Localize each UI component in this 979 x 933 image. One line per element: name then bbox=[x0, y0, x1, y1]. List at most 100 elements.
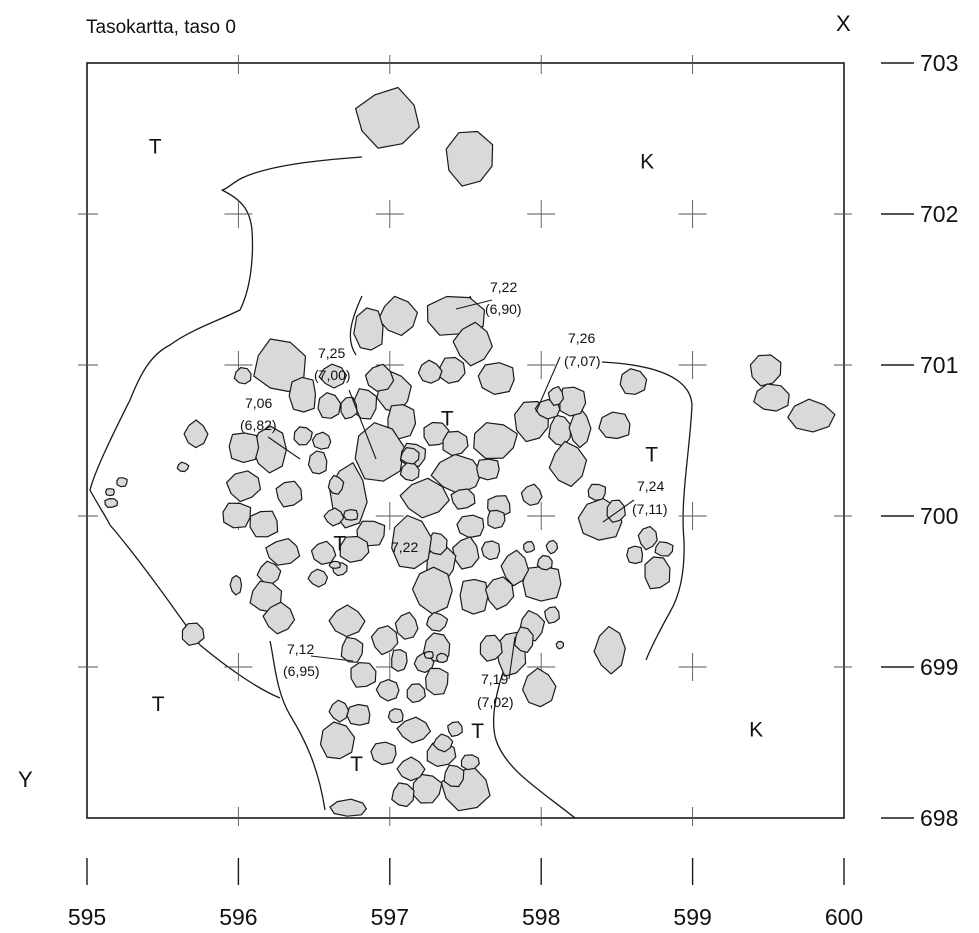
y-tick-label: 702 bbox=[920, 201, 958, 227]
stone bbox=[329, 798, 367, 817]
stone bbox=[426, 611, 449, 632]
stone bbox=[116, 477, 128, 488]
stone bbox=[391, 782, 415, 808]
x-tick-label: 599 bbox=[673, 904, 711, 930]
stone bbox=[346, 703, 371, 726]
stone bbox=[443, 764, 465, 788]
elevation-sub-label: (6,95) bbox=[283, 663, 320, 679]
stone bbox=[318, 363, 347, 389]
elevation-label: 7,12 bbox=[287, 641, 314, 657]
elevation-label: 7,06 bbox=[245, 395, 272, 411]
map-title: Tasokartta, taso 0 bbox=[86, 17, 236, 38]
stone bbox=[343, 509, 359, 521]
feature-boundary-southeast bbox=[493, 657, 576, 819]
elevation-label: 7,26 bbox=[568, 330, 595, 346]
stone bbox=[275, 480, 303, 508]
stone bbox=[423, 421, 450, 446]
stone bbox=[377, 295, 418, 337]
stone bbox=[644, 556, 671, 590]
stone bbox=[319, 721, 356, 760]
zone-label: K bbox=[640, 151, 654, 174]
stone bbox=[417, 359, 443, 384]
stone bbox=[391, 514, 432, 570]
y-tick-label: 701 bbox=[920, 352, 958, 378]
stone bbox=[256, 560, 282, 586]
zone-label: T bbox=[441, 407, 454, 430]
y-axis: 703 702 701 700 699 698 bbox=[881, 50, 958, 831]
stone bbox=[439, 356, 466, 384]
stone bbox=[307, 450, 328, 475]
stone bbox=[432, 733, 454, 753]
leader-line bbox=[535, 356, 561, 413]
stone bbox=[340, 396, 358, 420]
stone bbox=[222, 502, 252, 529]
stone bbox=[587, 483, 607, 501]
stone bbox=[559, 386, 587, 417]
x-axis-name: X bbox=[836, 11, 851, 36]
x-tick-label: 600 bbox=[825, 904, 863, 930]
y-axis-name: Y bbox=[18, 767, 33, 792]
leader-line bbox=[348, 389, 377, 460]
zone-label: K bbox=[749, 718, 763, 741]
stone bbox=[452, 321, 493, 367]
stone bbox=[339, 535, 370, 563]
stone bbox=[251, 425, 287, 474]
stone bbox=[387, 404, 417, 440]
leader-line bbox=[310, 655, 354, 662]
stone bbox=[387, 708, 404, 724]
elevation-sub-label: (6,82) bbox=[240, 417, 277, 433]
elevation-sub-label: (6,90) bbox=[485, 301, 522, 317]
stone bbox=[328, 560, 341, 569]
stone bbox=[435, 652, 449, 664]
stone bbox=[479, 634, 503, 662]
stone bbox=[450, 488, 476, 510]
stone bbox=[394, 611, 419, 640]
stone bbox=[327, 474, 345, 495]
x-tick-label: 596 bbox=[219, 904, 257, 930]
stone bbox=[364, 363, 395, 392]
y-tick-label: 699 bbox=[920, 654, 958, 680]
stone bbox=[328, 604, 366, 638]
stone bbox=[521, 667, 557, 708]
stone bbox=[355, 86, 420, 149]
stone bbox=[520, 483, 543, 506]
zone-label: T bbox=[152, 693, 165, 716]
stone bbox=[328, 699, 350, 723]
stone bbox=[473, 422, 518, 460]
y-tick-label: 698 bbox=[920, 805, 958, 831]
stone bbox=[787, 398, 836, 433]
stone bbox=[352, 388, 378, 420]
stone bbox=[544, 606, 560, 624]
stone bbox=[548, 440, 588, 487]
stone bbox=[265, 537, 301, 566]
stone bbox=[293, 426, 313, 446]
stone bbox=[536, 554, 553, 571]
stone bbox=[447, 721, 463, 738]
stone bbox=[555, 640, 565, 650]
stone bbox=[513, 626, 534, 654]
stone bbox=[249, 510, 279, 538]
stone bbox=[442, 430, 469, 456]
stone bbox=[311, 431, 332, 450]
y-tick-label: 703 bbox=[920, 50, 958, 76]
stone bbox=[406, 683, 426, 704]
zone-label-layer: T K T T T T T T K bbox=[149, 136, 763, 777]
stone bbox=[176, 461, 190, 473]
elevation-label: 7,22 bbox=[391, 539, 418, 555]
x-tick-label: 598 bbox=[522, 904, 560, 930]
stone bbox=[523, 540, 536, 554]
stone-layer bbox=[104, 86, 836, 817]
zone-label: T bbox=[645, 444, 658, 467]
leader-line bbox=[602, 499, 635, 523]
stone bbox=[626, 545, 644, 565]
y-tick-label: 700 bbox=[920, 503, 958, 529]
stone bbox=[323, 507, 345, 527]
leader-line bbox=[267, 436, 301, 460]
stone bbox=[288, 376, 317, 413]
stone bbox=[370, 625, 399, 656]
stone bbox=[370, 741, 397, 766]
x-axis: 595 596 597 598 599 600 bbox=[68, 858, 863, 930]
stone bbox=[548, 414, 572, 447]
stone bbox=[317, 392, 342, 419]
stone bbox=[598, 411, 631, 440]
